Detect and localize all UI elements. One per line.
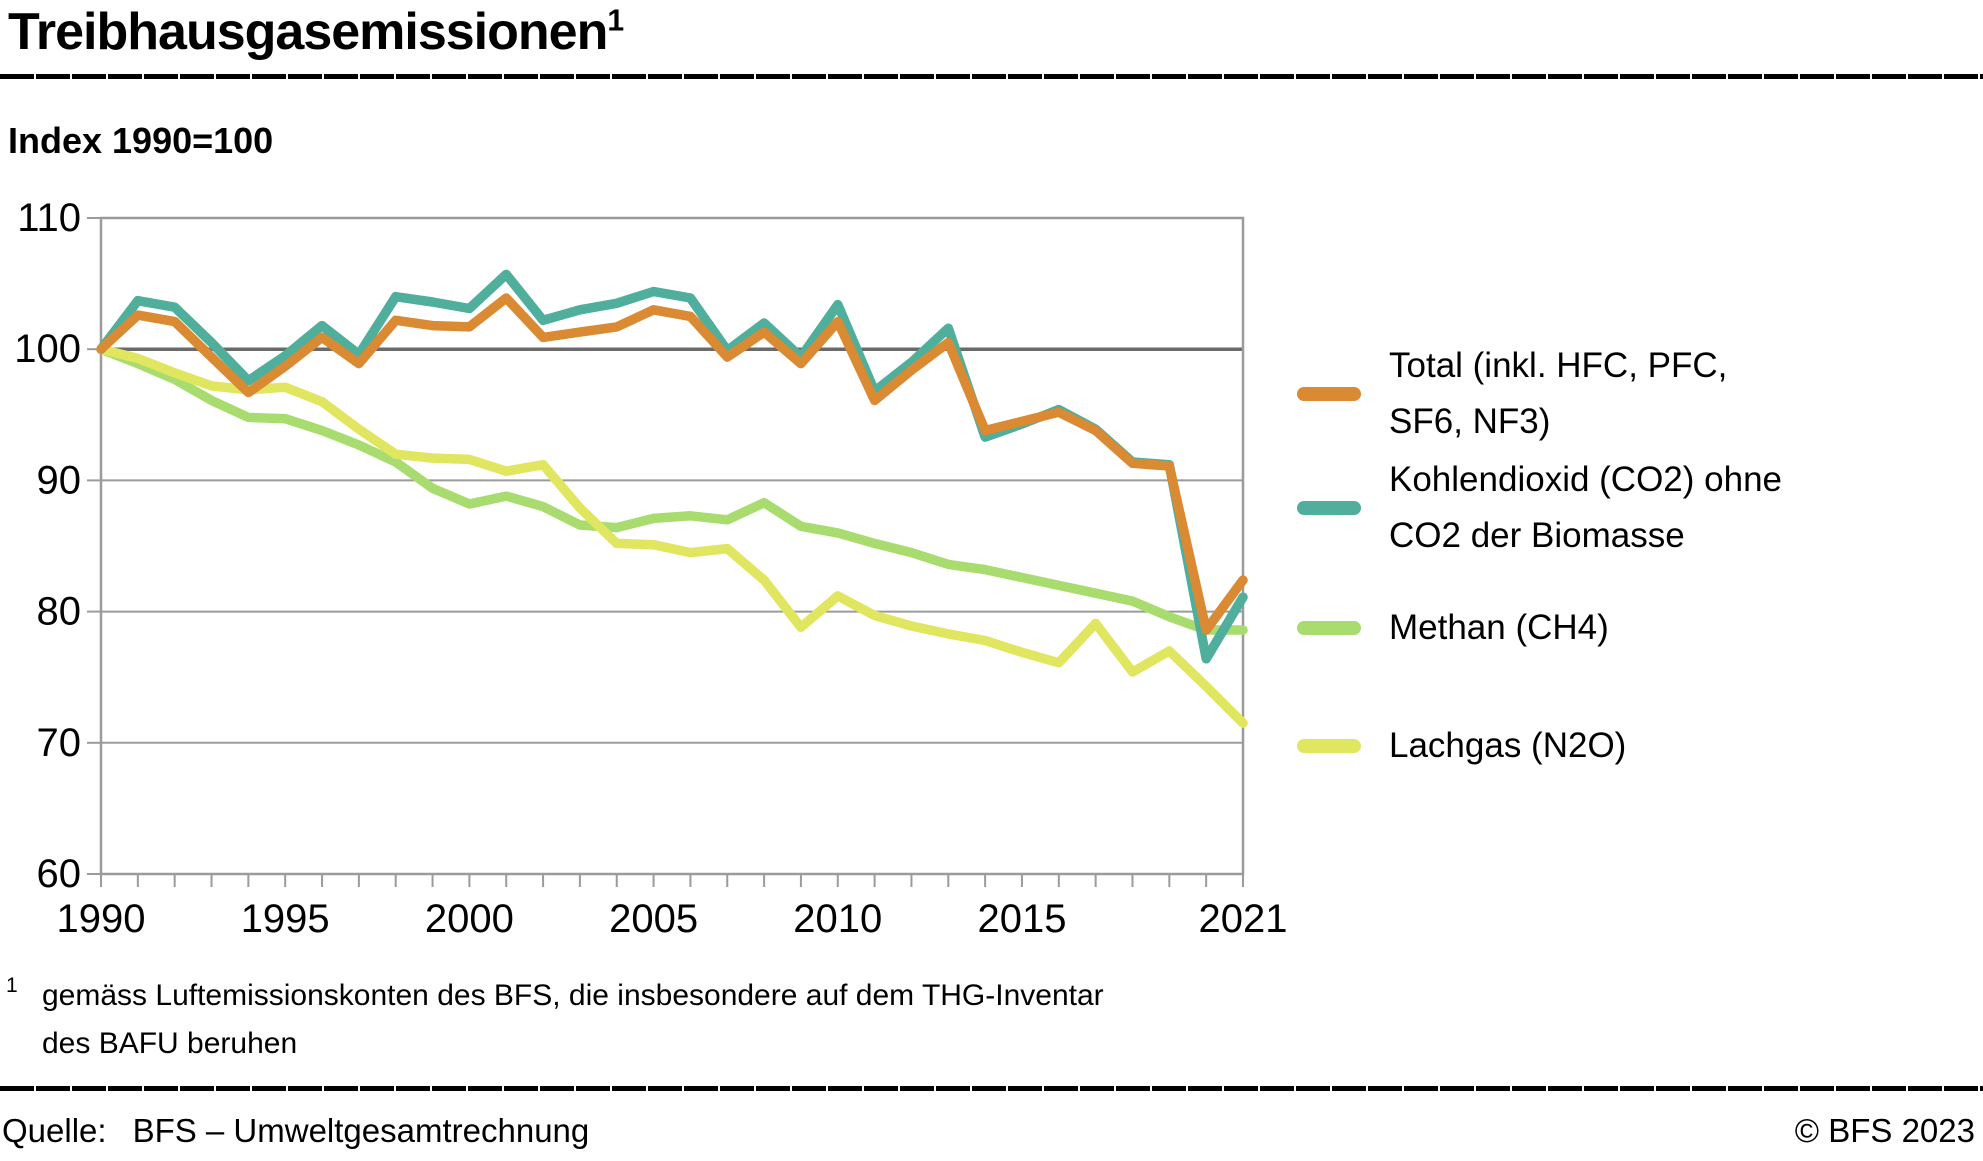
y-tick-label-70: 70 bbox=[37, 721, 82, 765]
legend-swatch-lachgas bbox=[1297, 739, 1361, 753]
x-tick-label-1995: 1995 bbox=[241, 897, 330, 940]
copyright: © BFS 2023 bbox=[1794, 1112, 1975, 1149]
header-divider bbox=[0, 74, 1983, 79]
legend-label-co2: Kohlendioxid (CO2) ohne CO2 der Biomasse bbox=[1389, 460, 1783, 555]
footnote-text: gemäss Luftemissionskonten des BFS, die … bbox=[42, 979, 1104, 1060]
legend-swatch-methan bbox=[1297, 621, 1361, 635]
y-tick-label-80: 80 bbox=[37, 590, 82, 634]
chart-area: 110 100 90 80 70 60 1990 1995 2000 2005 2010 2015 20… bbox=[0, 170, 1290, 941]
title-footnote-marker: 1 bbox=[607, 4, 624, 38]
legend-item-co2: Kohlendioxid (CO2) ohne CO2 der Biomasse bbox=[1297, 452, 1782, 564]
y-tick-label-60: 60 bbox=[37, 852, 82, 896]
source-value: BFS – Umweltgesamtrechnung bbox=[132, 1112, 590, 1149]
footnote-marker: 1 bbox=[6, 974, 18, 997]
footer-divider bbox=[0, 1086, 1983, 1091]
source-line: Quelle: BFS – Umweltgesamtrechnung bbox=[2, 1112, 589, 1150]
chart-line-kohlendioxid-co2-ohne-co2-der-biomasse bbox=[96, 269, 1248, 664]
axis-unit-label: Index 1990=100 bbox=[8, 120, 274, 161]
legend-label-methan: Methan (CH4) bbox=[1389, 608, 1609, 647]
source-label: Quelle: bbox=[2, 1112, 107, 1149]
x-tick-label-2021: 2021 bbox=[1199, 897, 1288, 940]
x-tick-label-2000: 2000 bbox=[425, 897, 514, 940]
legend-item-total: Total (inkl. HFC, PFC, SF6, NF3) bbox=[1297, 338, 1727, 450]
x-tick-label-2005: 2005 bbox=[609, 897, 698, 940]
legend-label-total: Total (inkl. HFC, PFC, SF6, NF3) bbox=[1389, 346, 1728, 441]
legend-item-lachgas: Lachgas (N2O) bbox=[1297, 718, 1626, 774]
x-tick-label-2015: 2015 bbox=[977, 897, 1066, 940]
y-tick-label-90: 90 bbox=[37, 458, 82, 502]
legend-label-lachgas: Lachgas (N2O) bbox=[1389, 726, 1627, 765]
chart-line-lachgas-n2o bbox=[96, 344, 1248, 728]
x-tick-label-1990: 1990 bbox=[57, 897, 146, 940]
y-tick-label-100: 100 bbox=[14, 327, 81, 371]
legend-swatch-co2 bbox=[1297, 501, 1361, 515]
plot-border bbox=[99, 216, 1245, 876]
x-tick-label-2010: 2010 bbox=[793, 897, 882, 940]
y-tick-label-110: 110 bbox=[17, 196, 81, 240]
chart-line-methan-ch4 bbox=[96, 344, 1248, 635]
legend-swatch-total bbox=[1297, 387, 1361, 401]
page-title: Treibhausgasemissionen1 bbox=[8, 3, 624, 61]
chart-legend: Total (inkl. HFC, PFC, SF6, NF3) Kohlend… bbox=[1297, 0, 1983, 1161]
chart-line-total-inkl-hfc-pfc-sf6-nf3 bbox=[96, 293, 1248, 635]
legend-item-methan: Methan (CH4) bbox=[1297, 600, 1609, 656]
